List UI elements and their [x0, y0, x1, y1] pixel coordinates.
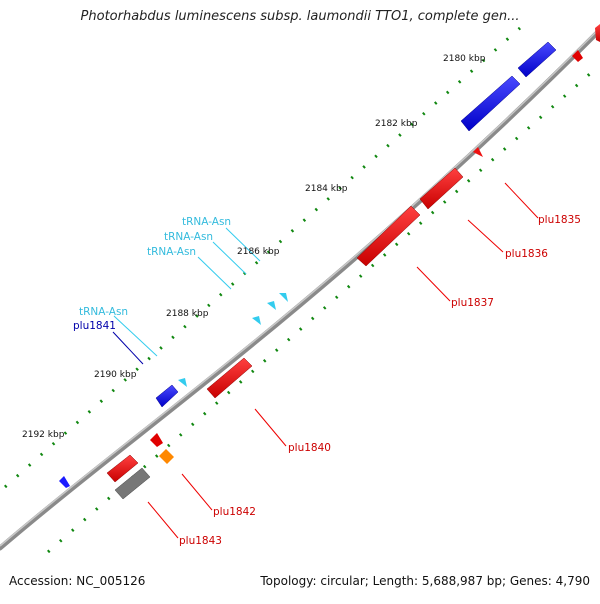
label-leader-lines	[112, 182, 539, 539]
sequence-info-text: Topology: circular; Length: 5,688,987 bp…	[260, 574, 590, 588]
gene-feature-small-blue[interactable]	[59, 476, 70, 488]
gene-label-plu1836[interactable]: plu1836	[505, 248, 548, 260]
gene-label-plu1835[interactable]: plu1835	[538, 214, 581, 226]
trna-feature-2[interactable]	[267, 301, 276, 310]
gene-feature-plu1843-red[interactable]	[106, 454, 139, 483]
gene-feature-plu1832[interactable]	[572, 24, 600, 62]
gene-feature-small-red[interactable]	[150, 433, 163, 447]
trna-label-3[interactable]: tRNA-Asn	[147, 246, 196, 258]
gene-feature-plu1842[interactable]	[159, 449, 174, 464]
gene-feature-plu1836[interactable]	[419, 167, 464, 210]
tick-label-2184: 2184 kbp	[305, 184, 348, 194]
gene-label-plu1840[interactable]: plu1840	[288, 442, 331, 454]
gene-label-plu1842[interactable]: plu1842	[213, 506, 256, 518]
gene-feature-plu1843[interactable]	[114, 467, 151, 500]
gene-label-plu1843[interactable]: plu1843	[179, 535, 222, 547]
sequence-title: Photorhabdus luminescens subsp. laumondi…	[80, 9, 520, 24]
tick-label-2190: 2190 kbp	[94, 370, 137, 380]
gene-feature-plu1835[interactable]	[473, 147, 483, 157]
trna-label-1[interactable]: tRNA-Asn	[182, 216, 231, 228]
genome-backbone	[0, 27, 600, 551]
gene-feature-plu1841[interactable]	[155, 384, 179, 408]
tick-label-2188: 2188 kbp	[166, 309, 209, 319]
tick-label-2186: 2186 kbp	[237, 247, 280, 257]
gene-feature-plu1837[interactable]	[356, 205, 421, 267]
trna-label-2[interactable]: tRNA-Asn	[164, 231, 213, 243]
trna-label-4[interactable]: tRNA-Asn	[79, 306, 128, 318]
tick-label-2182: 2182 kbp	[375, 119, 418, 129]
trna-feature-3[interactable]	[252, 316, 261, 325]
gene-label-plu1841[interactable]: plu1841	[73, 320, 116, 332]
gene-feature-plu1834[interactable]	[460, 75, 521, 132]
gene-label-plu1837[interactable]: plu1837	[451, 297, 494, 309]
trna-feature-4[interactable]	[178, 378, 187, 387]
gene-feature-plu1833[interactable]	[517, 41, 557, 78]
tick-label-2180: 2180 kbp	[443, 54, 486, 64]
tick-label-2192: 2192 kbp	[22, 430, 65, 440]
trna-feature-1[interactable]	[279, 293, 288, 302]
accession-text: Accession: NC_005126	[9, 574, 146, 588]
gene-feature-plu1840[interactable]	[206, 357, 253, 399]
